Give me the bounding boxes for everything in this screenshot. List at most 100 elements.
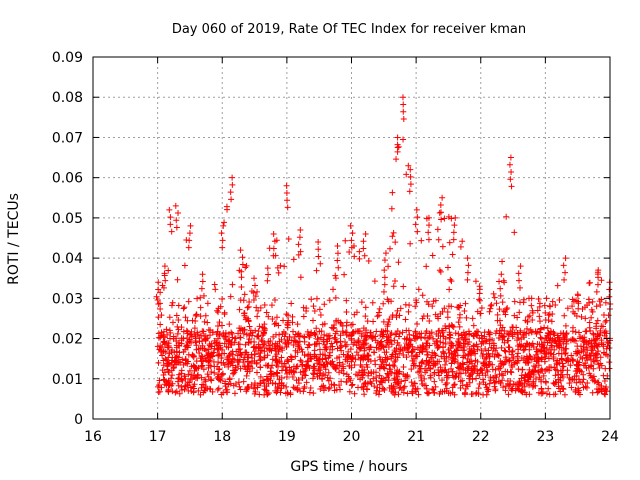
data-point — [470, 322, 477, 329]
data-point — [332, 330, 339, 337]
data-point — [297, 248, 304, 255]
data-point — [276, 346, 283, 353]
data-point — [387, 366, 394, 373]
data-point — [199, 328, 206, 335]
data-point — [323, 338, 330, 345]
data-point — [160, 348, 167, 355]
data-point — [165, 388, 172, 395]
data-point — [215, 345, 222, 352]
data-point — [418, 347, 425, 354]
data-point — [325, 385, 332, 392]
data-point — [225, 336, 232, 343]
data-point — [535, 358, 542, 365]
data-point — [511, 229, 518, 236]
data-point — [431, 370, 438, 377]
data-point — [243, 262, 250, 269]
data-point — [593, 323, 600, 330]
data-point — [272, 357, 279, 364]
data-point — [564, 336, 571, 343]
data-point — [199, 271, 206, 278]
data-point — [411, 346, 418, 353]
data-point — [573, 313, 580, 320]
data-point — [528, 295, 535, 302]
data-point — [556, 296, 563, 303]
data-point — [205, 358, 212, 365]
data-point — [358, 299, 365, 306]
y-tick-label: 0.08 — [52, 90, 83, 106]
data-point — [328, 381, 335, 388]
data-point — [215, 373, 222, 380]
data-point — [284, 370, 291, 377]
data-point — [348, 337, 355, 344]
data-point — [491, 383, 498, 390]
data-point — [541, 324, 548, 331]
data-point — [508, 351, 515, 358]
data-point — [547, 328, 554, 335]
data-point — [256, 323, 263, 330]
data-point — [213, 341, 220, 348]
data-point — [412, 303, 419, 310]
data-point — [376, 365, 383, 372]
data-point — [265, 271, 272, 278]
data-point — [320, 387, 327, 394]
data-point — [218, 354, 225, 361]
data-point — [588, 362, 595, 369]
data-point — [301, 333, 308, 340]
data-point — [574, 291, 581, 298]
data-point — [606, 286, 613, 293]
data-point — [381, 349, 388, 356]
data-point — [155, 314, 162, 321]
data-point — [159, 352, 166, 359]
data-point — [286, 333, 293, 340]
data-point — [255, 328, 262, 335]
data-point — [507, 176, 514, 183]
data-point — [250, 296, 257, 303]
data-point — [238, 274, 245, 281]
data-point — [202, 347, 209, 354]
data-point — [312, 341, 319, 348]
data-point — [602, 328, 609, 335]
data-point — [591, 358, 598, 365]
data-point — [173, 224, 180, 231]
data-point — [215, 385, 222, 392]
data-point — [310, 390, 317, 397]
data-point — [476, 296, 483, 303]
data-point — [229, 281, 236, 288]
data-point — [348, 356, 355, 363]
data-point — [437, 339, 444, 346]
data-point — [540, 372, 547, 379]
data-point — [338, 320, 345, 327]
data-point — [364, 356, 371, 363]
data-point — [315, 355, 322, 362]
data-point — [569, 328, 576, 335]
data-point — [448, 342, 455, 349]
data-point — [402, 372, 409, 379]
data-point — [167, 214, 174, 221]
data-point — [346, 375, 353, 382]
y-tick-label: 0.06 — [52, 171, 83, 187]
data-point — [438, 209, 445, 216]
data-point — [413, 299, 420, 306]
data-point — [400, 384, 407, 391]
data-point — [506, 381, 513, 388]
data-point — [284, 389, 291, 396]
data-point — [446, 239, 453, 246]
data-point — [550, 351, 557, 358]
data-point — [576, 349, 583, 356]
data-point — [606, 359, 613, 366]
y-axis-label: ROTI / TECUs — [6, 193, 22, 285]
data-point — [366, 346, 373, 353]
data-point — [425, 335, 432, 342]
data-point — [388, 330, 395, 337]
data-point — [184, 328, 191, 335]
data-point — [596, 364, 603, 371]
data-point — [268, 373, 275, 380]
data-point — [549, 298, 556, 305]
data-point — [211, 369, 218, 376]
data-point — [334, 243, 341, 250]
data-point — [508, 183, 515, 190]
data-point — [226, 330, 233, 337]
data-point — [594, 281, 601, 288]
data-point — [588, 374, 595, 381]
data-point — [453, 347, 460, 354]
